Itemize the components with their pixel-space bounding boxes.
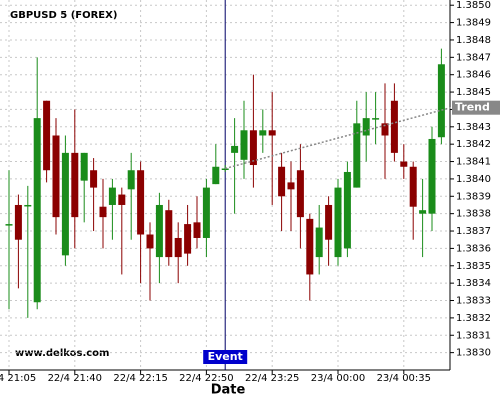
candle-body xyxy=(362,118,370,136)
chart-title: GBPUSD 5 (FOREX) xyxy=(10,10,117,21)
y-tick-label: 1.3846 xyxy=(456,70,491,81)
candle-body xyxy=(90,170,98,188)
x-axis-label: Date xyxy=(211,383,246,398)
candle-body xyxy=(259,130,267,136)
y-tick-label: 1.3836 xyxy=(456,243,491,254)
candle-body xyxy=(24,204,32,207)
candle-body xyxy=(5,224,13,226)
y-tick-label: 1.3847 xyxy=(456,52,491,63)
candle-body xyxy=(278,166,286,197)
candle-body xyxy=(52,135,60,218)
candle-body xyxy=(372,118,380,120)
candle-body xyxy=(99,206,107,218)
candle-body xyxy=(325,204,333,240)
y-tick-label: 1.3843 xyxy=(456,122,491,133)
candle-body xyxy=(240,130,248,160)
candle-body xyxy=(212,166,220,185)
candle-body xyxy=(334,187,342,258)
candle-body xyxy=(14,204,22,240)
y-tick-label: 1.3842 xyxy=(456,139,491,150)
candle-body xyxy=(315,227,323,258)
candle-body xyxy=(231,145,239,153)
x-tick-label: 23/4 00:35 xyxy=(377,373,431,384)
candle-body xyxy=(33,118,41,303)
candle-body xyxy=(174,237,182,258)
candle-body xyxy=(437,64,445,138)
y-tick-label: 1.3841 xyxy=(456,157,491,168)
candle-body xyxy=(127,170,135,190)
trend-line xyxy=(225,106,451,170)
candle-body xyxy=(409,166,417,207)
candle-body xyxy=(381,123,389,136)
candle-body xyxy=(202,187,210,238)
y-tick-label: 1.3830 xyxy=(456,348,491,359)
y-tick-label: 1.3850 xyxy=(456,0,491,11)
y-tick-label: 1.3845 xyxy=(456,87,491,98)
y-tick-label: 1.3848 xyxy=(456,35,491,46)
candle-body xyxy=(146,234,154,249)
x-tick-label: 22/4 22:15 xyxy=(113,373,167,384)
y-tick-label: 1.3831 xyxy=(456,330,491,341)
event-label-box xyxy=(203,350,248,364)
candle-body xyxy=(71,152,79,218)
x-tick-label: 22/4 23:25 xyxy=(245,373,299,384)
trend-label-box xyxy=(452,100,500,115)
candle-body xyxy=(61,152,69,256)
candle-body xyxy=(287,182,295,190)
y-tick-label: 1.3833 xyxy=(456,296,491,307)
candle-body xyxy=(400,161,408,167)
x-tick-label: 22/4 21:05 xyxy=(0,373,36,384)
candle-body xyxy=(118,194,126,205)
candle-body xyxy=(108,187,116,205)
watermark: www.delkos.com xyxy=(15,348,109,359)
y-tick-label: 1.3839 xyxy=(456,191,491,202)
candle-body xyxy=(137,170,145,235)
candle-body xyxy=(296,170,304,218)
y-tick-label: 1.3840 xyxy=(456,174,491,185)
x-tick-label: 22/4 22:50 xyxy=(179,373,233,384)
y-tick-label: 1.3835 xyxy=(456,261,491,272)
y-tick-label: 1.3837 xyxy=(456,226,491,237)
candle-body xyxy=(221,168,229,170)
candle-body xyxy=(306,218,314,275)
candle-body xyxy=(249,130,257,166)
candle-body xyxy=(419,210,427,214)
trend-label: Trend xyxy=(455,101,490,114)
y-tick-label: 1.3838 xyxy=(456,209,491,220)
candle-body xyxy=(80,152,88,181)
candle-body xyxy=(193,222,201,238)
candle-body xyxy=(43,100,51,171)
y-tick-label: 1.3832 xyxy=(456,313,491,324)
x-tick-label: 23/4 00:00 xyxy=(311,373,365,384)
candle-body xyxy=(165,210,173,258)
candle-body xyxy=(353,123,361,188)
candle-body xyxy=(155,204,163,258)
candle-body xyxy=(343,171,351,249)
x-tick-label: 22/4 21:40 xyxy=(48,373,102,384)
candle-body xyxy=(428,138,436,214)
candle-body xyxy=(390,100,398,153)
event-label: Event xyxy=(208,350,243,363)
candle-body xyxy=(184,224,192,254)
y-tick-label: 1.3849 xyxy=(456,18,491,29)
candle-body xyxy=(268,130,276,136)
y-tick-label: 1.3834 xyxy=(456,278,491,289)
